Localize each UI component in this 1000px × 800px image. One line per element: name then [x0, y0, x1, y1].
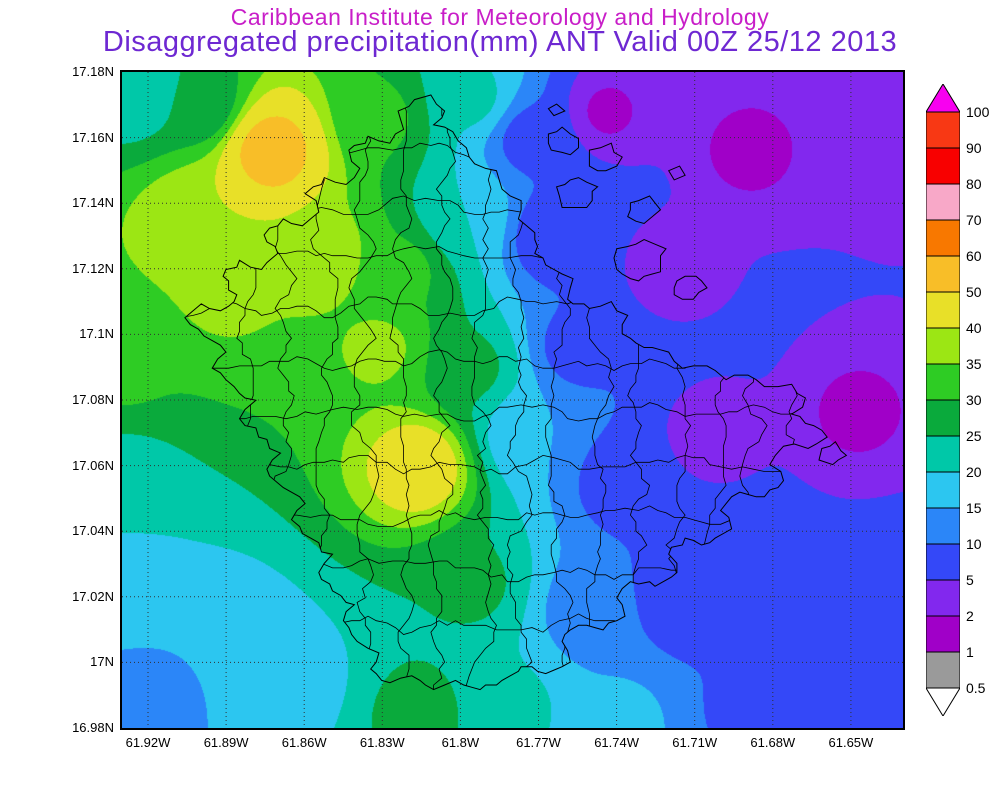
colorbar-tick-label: 1 — [966, 644, 974, 660]
colorbar-tick-label: 10 — [966, 536, 982, 552]
islet-outline — [547, 103, 566, 117]
colorbar-tick-label: 30 — [966, 392, 982, 408]
graticule — [122, 72, 903, 728]
lon-tick-label: 61.65W — [828, 735, 874, 750]
map-frame — [120, 70, 905, 730]
colorbar-tick-label: 20 — [966, 464, 982, 480]
islet-outline — [818, 440, 848, 466]
islet-outline — [613, 239, 667, 282]
colorbar-tick-label: 60 — [966, 248, 982, 264]
colorbar-tick-label: 35 — [966, 356, 982, 372]
colorbar — [926, 84, 960, 716]
lon-tick-label: 61.71W — [672, 735, 718, 750]
colorbar-band — [926, 147, 960, 185]
lon-tick-label: 61.86W — [281, 735, 327, 750]
map-overlay-svg — [122, 72, 903, 728]
colorbar-band — [926, 111, 960, 149]
colorbar-tick-label: 40 — [966, 320, 982, 336]
colorbar-band — [926, 363, 960, 401]
lon-tick-label: 61.68W — [750, 735, 796, 750]
colorbar-band — [926, 435, 960, 473]
colorbar-band — [926, 651, 960, 689]
lat-tick-label: 16.98N — [72, 720, 114, 735]
colorbar-tick-label: 5 — [966, 572, 974, 588]
colorbar-band — [926, 399, 960, 437]
colorbar-tick-label: 70 — [966, 212, 982, 228]
lat-tick-label: 17.02N — [72, 588, 114, 604]
antigua-coastline — [184, 94, 828, 691]
lat-tick-label: 17.08N — [72, 392, 114, 407]
lat-tick-label: 17.12N — [72, 260, 114, 276]
islet-outline — [627, 195, 662, 225]
colorbar-band — [926, 327, 960, 365]
lon-tick-label: 61.8W — [441, 735, 480, 750]
colorbar-tick-label: 90 — [966, 140, 982, 156]
colorbar-band — [926, 543, 960, 581]
lat-tick-label: 17.06N — [72, 457, 114, 473]
lon-tick-label: 61.83W — [359, 735, 405, 750]
coastline — [184, 94, 848, 691]
colorbar-tick-label: 100 — [966, 104, 990, 120]
colorbar-arrow-above-max — [926, 84, 960, 113]
islet-outline — [673, 275, 708, 300]
lat-tick-label: 17N — [90, 654, 114, 670]
district-boundaries — [184, 95, 828, 690]
lat-tick-label: 17.1N — [79, 326, 114, 342]
lon-tick-label: 61.89W — [203, 735, 249, 750]
lat-tick-label: 17.14N — [72, 195, 114, 211]
colorbar-tick-label: 2 — [966, 608, 974, 624]
colorbar-band — [926, 579, 960, 617]
lon-tick-label: 61.77W — [516, 735, 561, 750]
lon-tick-label: 61.74W — [594, 735, 639, 750]
islet-outline — [547, 126, 579, 156]
colorbar-arrow-below-min — [926, 687, 960, 716]
colorbar-tick-label: 50 — [966, 284, 982, 300]
lat-tick-label: 17.16N — [72, 129, 114, 145]
lat-tick-label: 17.04N — [72, 523, 114, 539]
colorbar-band — [926, 615, 960, 653]
colorbar-band — [926, 291, 960, 329]
colorbar-tick-label: 25 — [966, 428, 982, 444]
colorbar-band — [926, 507, 960, 545]
colorbar-band — [926, 255, 960, 293]
colorbar-band — [926, 219, 960, 257]
colorbar-tick-label: 0.5 — [966, 680, 986, 696]
institute-title: Caribbean Institute for Meteorology and … — [230, 4, 770, 30]
colorbar-tick-label: 15 — [966, 500, 982, 516]
lon-tick-label: 61.92W — [125, 735, 171, 750]
colorbar-band — [926, 183, 960, 221]
plot-title: Disaggregated precipitation(mm) ANT Vali… — [102, 26, 898, 58]
islet-outline — [667, 165, 686, 181]
islet-outline — [588, 142, 623, 172]
lat-tick-label: 17.18N — [72, 64, 114, 79]
islet-outline — [555, 177, 599, 208]
colorbar-band — [926, 471, 960, 509]
colorbar-tick-label: 80 — [966, 176, 982, 192]
